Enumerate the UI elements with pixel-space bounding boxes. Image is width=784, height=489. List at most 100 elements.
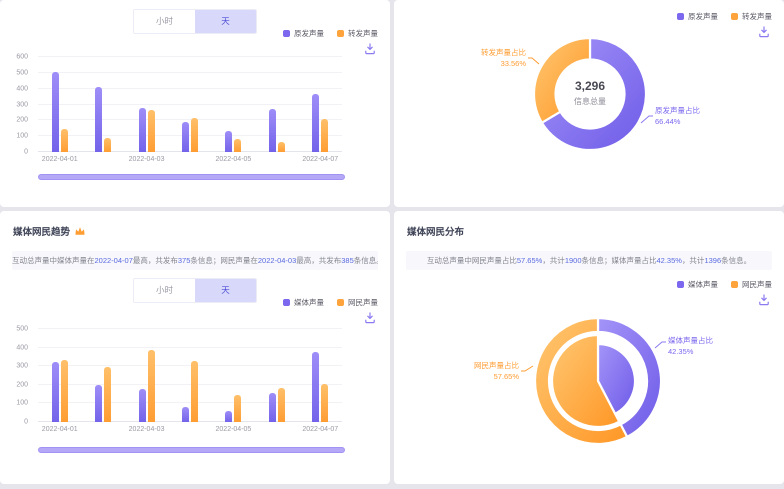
donut-center-total: 3,296 信息总量 xyxy=(540,79,640,107)
bar-group[interactable] xyxy=(182,329,198,422)
bar-plot-area[interactable] xyxy=(38,328,342,422)
legend-item-netizen[interactable]: 网民声量 xyxy=(731,279,772,290)
bar-group[interactable] xyxy=(95,57,112,152)
bar-orange[interactable] xyxy=(60,129,68,152)
bar-purple[interactable] xyxy=(225,410,233,422)
bar-group[interactable] xyxy=(51,329,68,422)
bar-group[interactable] xyxy=(225,57,242,152)
bar-group[interactable] xyxy=(138,57,155,152)
legend-item-repost[interactable]: 转发声量 xyxy=(731,11,772,22)
bar-group[interactable] xyxy=(268,57,285,152)
bar-group[interactable] xyxy=(268,329,285,422)
gridline xyxy=(38,383,342,385)
bar-orange[interactable] xyxy=(234,139,242,152)
legend-label: 媒体声量 xyxy=(688,280,718,289)
bar-orange[interactable] xyxy=(321,383,329,422)
bar-group[interactable] xyxy=(312,329,329,422)
bar-orange[interactable] xyxy=(147,110,155,152)
gridline xyxy=(38,365,342,367)
bar-purple[interactable] xyxy=(268,393,276,422)
bar-purple[interactable] xyxy=(182,407,189,422)
y-axis-label: 400 xyxy=(16,344,28,352)
bar-orange[interactable] xyxy=(104,137,112,152)
volume-distribution-donut[interactable] xyxy=(394,0,784,207)
download-icon[interactable] xyxy=(758,294,770,306)
bar-group[interactable] xyxy=(312,57,329,152)
legend-marker-orange xyxy=(337,299,344,306)
bar-group[interactable] xyxy=(51,57,68,152)
pie-label-media: 媒体声量占比 42.35% xyxy=(668,336,713,356)
legend-label: 转发声量 xyxy=(742,12,772,21)
y-axis-label: 0 xyxy=(24,418,28,426)
bar-orange[interactable] xyxy=(277,387,285,422)
data-zoom-slider[interactable] xyxy=(38,174,345,180)
legend-marker-orange xyxy=(337,30,344,37)
legend-item-media[interactable]: 媒体声量 xyxy=(677,279,718,290)
pie-slice-purple[interactable] xyxy=(540,36,648,152)
gridline xyxy=(38,346,342,348)
download-icon[interactable] xyxy=(364,312,376,324)
download-icon[interactable] xyxy=(364,43,376,55)
gridline xyxy=(38,402,342,404)
bar-orange[interactable] xyxy=(191,360,198,422)
toggle-day-button[interactable]: 天 xyxy=(195,10,256,33)
y-axis: 0 100 200 300 400 500 xyxy=(0,325,32,426)
legend-item-repost[interactable]: 转发声量 xyxy=(337,28,378,39)
bar-purple[interactable] xyxy=(51,362,59,422)
legend-marker-purple xyxy=(283,30,290,37)
bar-orange[interactable] xyxy=(104,367,112,422)
pie-inner-slice-orange[interactable] xyxy=(550,333,621,429)
bar-purple[interactable] xyxy=(312,94,320,152)
data-zoom-slider[interactable] xyxy=(38,447,345,453)
pie-label-repost: 转发声量占比 33.56% xyxy=(481,48,526,68)
bar-group[interactable] xyxy=(182,57,198,152)
legend-label: 媒体声量 xyxy=(294,298,324,307)
bar-purple[interactable] xyxy=(312,352,320,422)
panel-volume-distribution: 原发声量 转发声量 转发声量占比 33.56% 原发声量占比 66.44% xyxy=(394,0,784,207)
bar-purple[interactable] xyxy=(182,121,189,152)
bar-orange[interactable] xyxy=(147,350,155,422)
x-axis-label: 2022-04-07 xyxy=(302,426,339,433)
bar-purple[interactable] xyxy=(51,72,59,152)
pie-slice-orange[interactable] xyxy=(533,316,629,446)
bar-purple[interactable] xyxy=(95,87,103,152)
toggle-hour-button[interactable]: 小时 xyxy=(134,279,195,302)
bar-purple[interactable] xyxy=(138,107,146,152)
download-icon[interactable] xyxy=(758,26,770,38)
x-axis-label: 2022-04-07 xyxy=(302,156,339,163)
panel-title: 媒体网民分布 xyxy=(407,227,465,238)
bar-orange[interactable] xyxy=(60,359,68,422)
y-axis-label: 200 xyxy=(16,381,28,389)
bar-purple[interactable] xyxy=(225,131,233,152)
y-axis: 0 100 200 300 400 500 600 xyxy=(0,54,32,156)
bar-orange[interactable] xyxy=(234,395,242,422)
bar-purple[interactable] xyxy=(138,389,146,422)
pie-label-original: 原发声量占比 66.44% xyxy=(655,106,700,126)
bar-purple[interactable] xyxy=(95,384,103,422)
legend-item-original[interactable]: 原发声量 xyxy=(677,11,718,22)
bar-plot-area[interactable] xyxy=(38,56,342,152)
y-axis-label: 500 xyxy=(16,325,28,333)
gridline xyxy=(38,56,342,57)
bar-orange[interactable] xyxy=(191,117,198,152)
legend-label: 网民声量 xyxy=(742,280,772,289)
legend-item-netizen[interactable]: 网民声量 xyxy=(337,297,378,308)
gridline xyxy=(38,119,342,121)
toggle-day-button[interactable]: 天 xyxy=(195,279,256,302)
legend-item-original[interactable]: 原发声量 xyxy=(283,28,324,39)
gridline xyxy=(38,151,342,152)
gridline xyxy=(38,328,342,329)
bar-group[interactable] xyxy=(138,329,155,422)
summary-text: 互动总声量中媒体声量在2022-04-07最高，共发布375条信息；网民声量在2… xyxy=(12,251,378,270)
toggle-hour-button[interactable]: 小时 xyxy=(134,10,195,33)
media-distribution-nested-pie[interactable] xyxy=(394,211,784,484)
bar-orange[interactable] xyxy=(321,118,329,152)
legend-item-media[interactable]: 媒体声量 xyxy=(283,297,324,308)
bar-group[interactable] xyxy=(95,329,112,422)
pie-slice-orange[interactable] xyxy=(532,36,592,124)
bar-purple[interactable] xyxy=(268,109,276,152)
y-axis-label: 300 xyxy=(16,101,28,108)
bar-group[interactable] xyxy=(225,329,242,422)
bar-orange[interactable] xyxy=(277,141,285,152)
panel-title: 媒体网民趋势 xyxy=(13,224,86,238)
